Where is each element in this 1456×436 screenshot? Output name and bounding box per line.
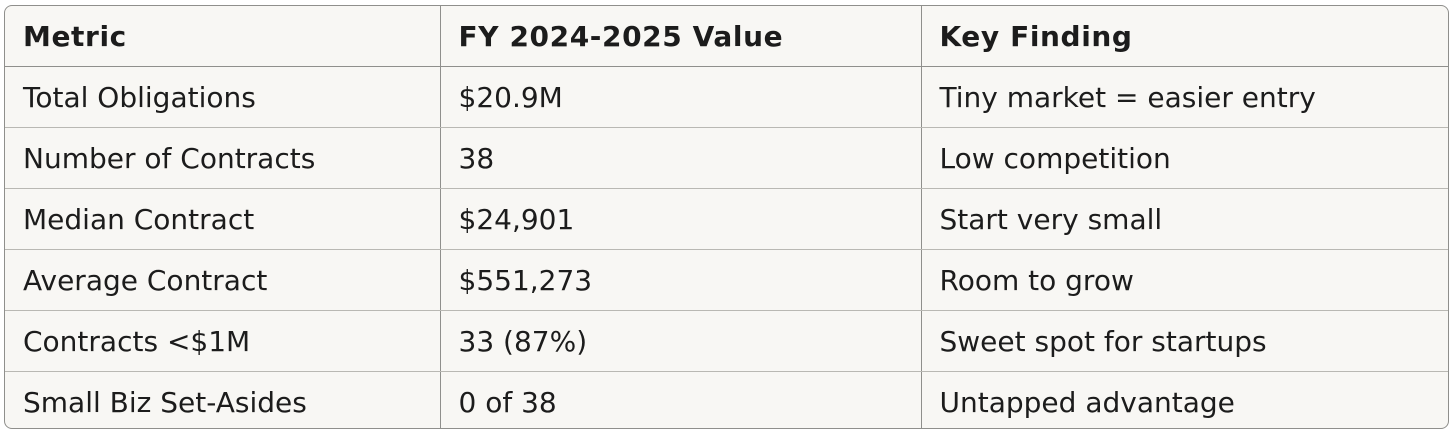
value-cell: $20.9M (440, 66, 922, 128)
metric-cell: Number of Contracts (5, 127, 441, 189)
metric-cell: Contracts <$1M (5, 310, 441, 372)
metric-cell: Average Contract (5, 249, 441, 311)
table-row: Total Obligations $20.9M Tiny market = e… (5, 66, 1448, 128)
value-cell: 38 (440, 127, 922, 189)
header-metric: Metric (5, 6, 441, 67)
value-cell: 33 (87%) (440, 310, 922, 372)
value-cell: $551,273 (440, 249, 922, 311)
finding-cell: Room to grow (921, 249, 1448, 311)
finding-cell: Start very small (921, 188, 1448, 250)
header-key-finding: Key Finding (921, 6, 1448, 67)
metric-cell: Median Contract (5, 188, 441, 250)
value-cell: 0 of 38 (440, 371, 922, 428)
table-row: Small Biz Set-Asides 0 of 38 Untapped ad… (5, 371, 1448, 428)
table-row: Contracts <$1M 33 (87%) Sweet spot for s… (5, 310, 1448, 372)
table-row: Average Contract $551,273 Room to grow (5, 249, 1448, 311)
value-cell: $24,901 (440, 188, 922, 250)
metrics-table: Metric FY 2024-2025 Value Key Finding To… (5, 6, 1448, 428)
metric-cell: Total Obligations (5, 66, 441, 128)
finding-cell: Low competition (921, 127, 1448, 189)
table-row: Number of Contracts 38 Low competition (5, 127, 1448, 189)
metric-cell: Small Biz Set-Asides (5, 371, 441, 428)
table-row: Median Contract $24,901 Start very small (5, 188, 1448, 250)
finding-cell: Untapped advantage (939, 385, 1235, 419)
data-table-container: Metric FY 2024-2025 Value Key Finding To… (4, 5, 1449, 429)
table-header-row: Metric FY 2024-2025 Value Key Finding (5, 6, 1448, 67)
finding-cell: Tiny market = easier entry (921, 66, 1448, 128)
finding-cell: Sweet spot for startups (921, 310, 1448, 372)
header-value: FY 2024-2025 Value (440, 6, 922, 67)
